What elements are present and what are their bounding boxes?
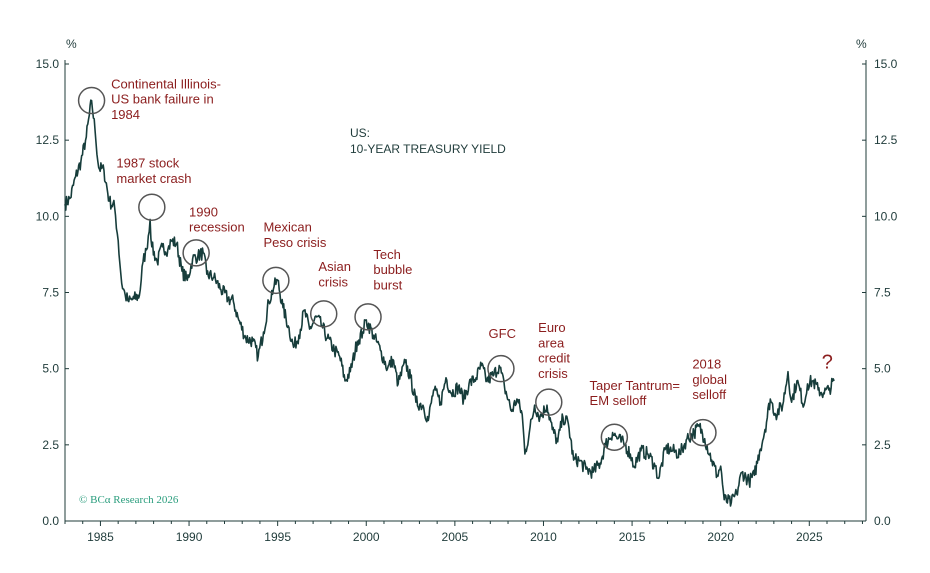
annotation-label: Asian	[318, 259, 351, 274]
yield-series-line	[64, 99, 835, 507]
x-tick-label: 2020	[707, 530, 734, 544]
annotation-label: burst	[373, 277, 402, 292]
annotation-label: US bank failure in	[111, 92, 214, 107]
event-circle	[354, 303, 382, 331]
series-layer	[64, 99, 835, 507]
event-circle	[600, 423, 629, 451]
annotation-label: credit	[538, 351, 570, 366]
annotation-label: 1987 stock	[116, 156, 179, 171]
right-unit-label: %	[856, 37, 867, 51]
annotation-label: GFC	[489, 326, 516, 341]
annotation-label: 1990	[189, 204, 218, 219]
y-tick-label-right: 5.0	[874, 362, 891, 376]
x-tick-label: 2015	[619, 530, 646, 544]
annotation-label: selloff	[692, 387, 726, 402]
annotation-label: Continental Illinois-	[111, 76, 221, 91]
y-tick-label-right: 7.5	[874, 286, 891, 300]
annotation-label: ?	[822, 352, 833, 374]
chart-subtitle: 10-YEAR TREASURY YIELD	[350, 142, 506, 156]
left-unit-label: %	[66, 37, 77, 51]
x-tick-label: 2025	[796, 530, 823, 544]
copyright-label: © BCα Research 2026	[79, 494, 179, 506]
y-tick-label-left: 5.0	[42, 362, 59, 376]
event-circle	[689, 418, 717, 447]
event-circle	[535, 388, 563, 416]
x-tick-label: 2010	[530, 530, 557, 544]
annotation-label: 2018	[692, 357, 721, 372]
annotation-label: Taper Tantrum=	[590, 378, 680, 393]
y-tick-label-right: 2.5	[874, 438, 891, 452]
annotation-label: recession	[189, 220, 245, 235]
annotation-label: Mexican	[263, 220, 311, 235]
x-tick-label: 2005	[442, 530, 469, 544]
annotation-label: crisis	[318, 274, 348, 289]
annotation-label: EM selloff	[590, 393, 647, 408]
y-tick-label-right: 15.0	[874, 57, 898, 71]
annotation-label: area	[538, 335, 565, 350]
y-tick-label-right: 10.0	[874, 209, 898, 223]
event-circle	[309, 300, 338, 328]
annotation-label: 1984	[111, 107, 140, 122]
x-tick-label: 1995	[264, 530, 291, 544]
y-tick-label-left: 0.0	[42, 514, 59, 528]
y-tick-label-right: 12.5	[874, 133, 898, 147]
event-circle	[138, 193, 166, 221]
event-circles	[77, 86, 717, 451]
event-circle	[77, 86, 106, 115]
y-tick-label-left: 12.5	[36, 133, 60, 147]
annotation-label: bubble	[373, 262, 412, 277]
chart-axes: 0.0 0.0 2.5 2.5 5.0 5.0 7.5 7.5 10.0 10.0 12.5 12.5…	[36, 57, 898, 544]
y-tick-label-right: 0.0	[874, 514, 891, 528]
y-tick-label-left: 15.0	[36, 57, 60, 71]
x-tick-label: 1990	[176, 530, 203, 544]
y-tick-label-left: 2.5	[42, 438, 59, 452]
event-circle	[182, 239, 210, 267]
annotation-label: Tech	[373, 247, 400, 262]
x-tick-label: 2000	[353, 530, 380, 544]
event-circle	[487, 354, 515, 383]
annotation-label: Peso crisis	[263, 235, 326, 250]
y-tick-label-left: 10.0	[36, 209, 60, 223]
y-tick-label-left: 7.5	[42, 286, 59, 300]
annotations: Continental Illinois-US bank failure in1…	[111, 76, 833, 408]
annotation-label: market crash	[116, 171, 191, 186]
annotation-label: Euro	[538, 320, 565, 335]
event-circle	[262, 266, 290, 295]
annotation-label: crisis	[538, 366, 568, 381]
chart-title: US:	[350, 126, 370, 140]
x-tick-label: 1985	[87, 530, 114, 544]
annotation-label: global	[692, 372, 727, 387]
